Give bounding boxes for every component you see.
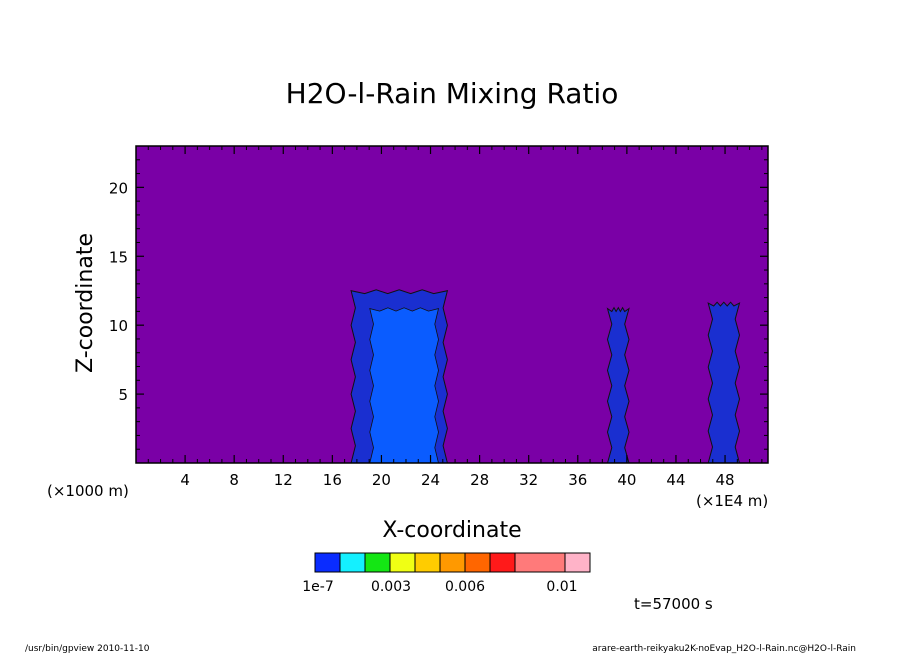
x-tick-label: 44: [666, 471, 685, 489]
footer-left: /usr/bin/gpview 2010-11-10: [25, 644, 150, 654]
chart-title: H2O-l-Rain Mixing Ratio: [286, 77, 619, 110]
x-tick-label: 20: [372, 471, 391, 489]
colorbar-label: 0.01: [546, 579, 577, 595]
colorbar-label: 0.003: [371, 579, 411, 595]
x-tick-label: 48: [716, 471, 735, 489]
colorbar-swatch: [439, 552, 466, 573]
plot-frame: [135, 145, 769, 464]
colorbar-swatch: [514, 552, 566, 573]
colorbar-swatch: [314, 552, 341, 573]
rain-column-outer-2: [606, 306, 630, 464]
x-tick-label: 36: [568, 471, 587, 489]
colorbar-swatch: [489, 552, 516, 573]
plot-background: [136, 146, 768, 463]
x-tick-label: 16: [323, 471, 342, 489]
colorbar-swatch: [339, 552, 366, 573]
colorbar-swatch: [364, 552, 391, 573]
y-tick-label: 15: [109, 248, 128, 266]
x-tick-label: 12: [274, 471, 293, 489]
colorbar-swatch: [414, 552, 441, 573]
y-tick-label: 20: [109, 179, 128, 197]
rain-column-outer-3: [707, 301, 741, 464]
footer-right: arare-earth-reikyaku2K-noEvap_H2O-l-Rain…: [592, 644, 856, 654]
y-axis-label: Z-coordinate: [73, 233, 98, 373]
x-tick-label: 32: [519, 471, 538, 489]
x-tick-label: 40: [617, 471, 636, 489]
colorbar-swatch: [464, 552, 491, 573]
time-label: t=57000 s: [634, 595, 713, 613]
x-axis-label: X-coordinate: [382, 518, 521, 543]
colorbar-label: 0.006: [445, 579, 485, 595]
rain-column-core-1: [369, 307, 440, 464]
x-unit-left: (×1000 m): [47, 482, 129, 500]
colorbar: 1e-7 0.003 0.006 0.01: [302, 552, 591, 595]
x-tick-label: 4: [180, 471, 190, 489]
x-tick-label: 24: [421, 471, 440, 489]
colorbar-label: 1e-7: [302, 579, 333, 595]
x-tick-label: 28: [470, 471, 489, 489]
colorbar-swatch: [564, 552, 591, 573]
y-tick-label: 5: [118, 386, 128, 404]
x-unit-right: (×1E4 m): [696, 492, 768, 510]
x-tick-label: 8: [229, 471, 239, 489]
colorbar-swatch: [389, 552, 416, 573]
y-tick-label: 10: [109, 317, 128, 335]
